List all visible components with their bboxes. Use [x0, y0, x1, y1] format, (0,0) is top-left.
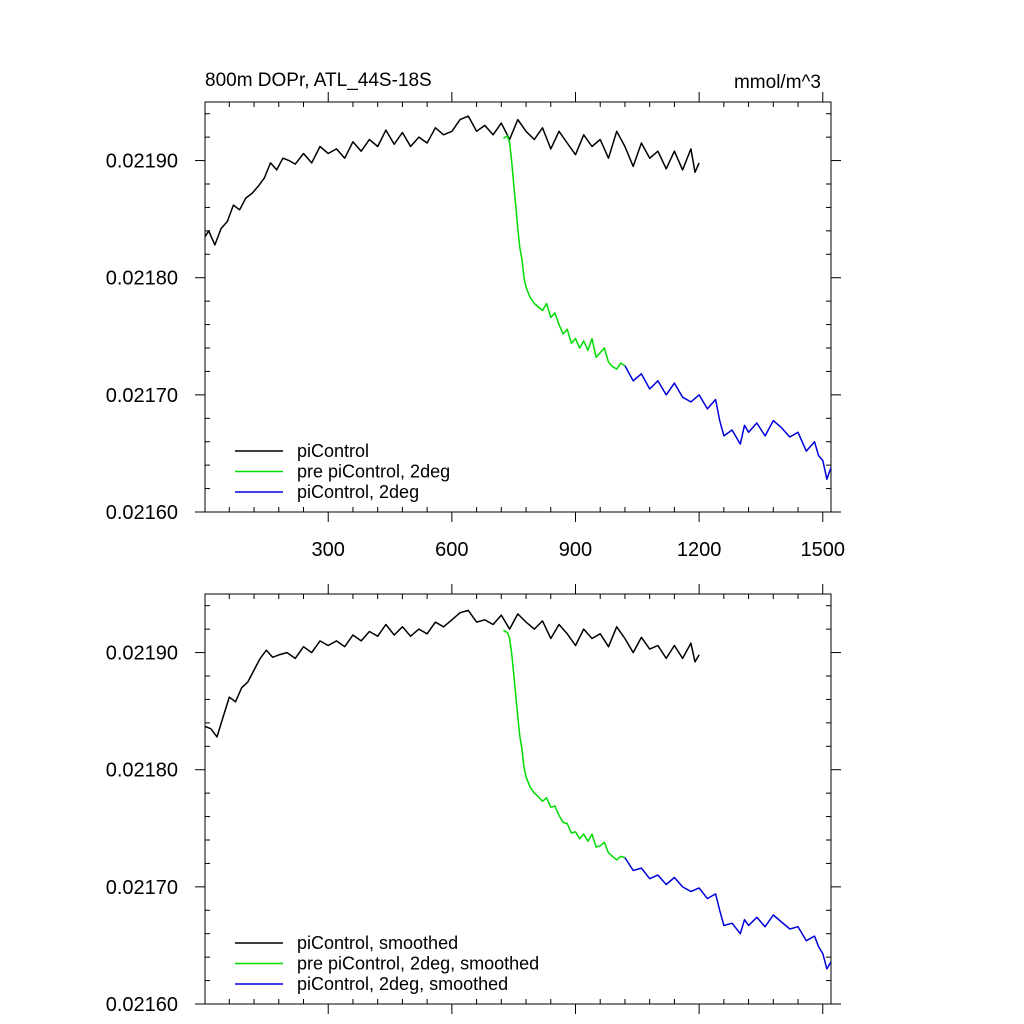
x-tick-label: 300: [312, 539, 345, 561]
x-tick-label: 900: [559, 539, 592, 561]
y-tick-label: 0.02170: [106, 877, 178, 899]
x-tick-label: 1500: [801, 539, 846, 561]
y-tick-label: 0.02160: [106, 502, 178, 524]
series-line-0: [205, 115, 700, 246]
y-tick-label: 0.02170: [106, 385, 178, 407]
series-line-1: [503, 629, 626, 861]
x-tick-label: 600: [435, 539, 468, 561]
legend-label: piControl: [297, 441, 369, 461]
y-tick-label: 0.02190: [106, 643, 178, 665]
series-line-0: [205, 609, 700, 738]
legend-label: pre piControl, 2deg, smoothed: [297, 954, 539, 974]
series-line-2: [624, 857, 831, 970]
legend-label: piControl, 2deg, smoothed: [297, 974, 508, 994]
y-tick-label: 0.02180: [106, 268, 178, 290]
plot-frame: [204, 593, 832, 1005]
y-tick-label: 0.02190: [106, 151, 178, 173]
chart-units: mmol/m^3: [734, 72, 821, 93]
series-line-2: [624, 365, 831, 480]
bottom-chart-panel: 0.02160 0.02170 0.02180 0.02190 piControl, s…: [106, 584, 841, 1016]
series-line-1: [503, 135, 626, 370]
legend-label: piControl, 2deg: [297, 482, 419, 502]
y-tick-label: 0.02180: [106, 760, 178, 782]
chart-title: 800m DOPr, ATL_44S-18S: [205, 70, 432, 91]
x-tick-label: 1200: [677, 539, 722, 561]
top-chart-panel: 300 600 900 1200 1500 0.02160 0.02170 0.02180 0.…: [106, 70, 845, 561]
plot-frame: [204, 101, 832, 513]
y-tick-label: 0.02160: [106, 994, 178, 1016]
legend-label: piControl, smoothed: [297, 933, 458, 953]
legend-label: pre piControl, 2deg: [297, 462, 450, 482]
